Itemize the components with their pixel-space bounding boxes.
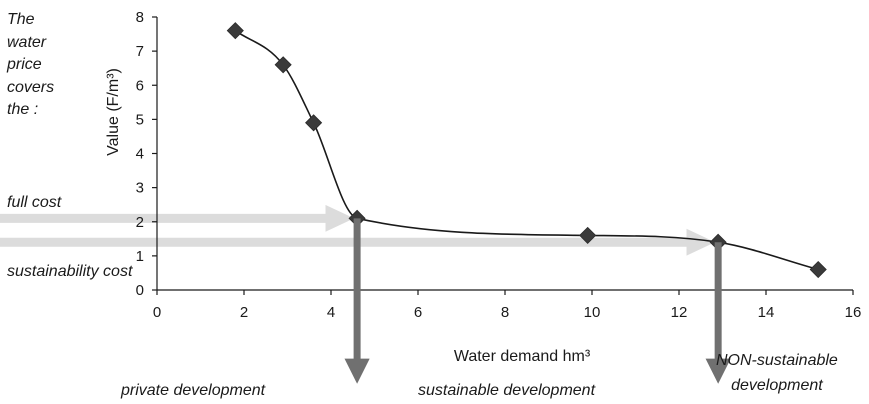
arrows-layer (0, 204, 716, 256)
x-tick-label-4: 8 (501, 304, 509, 321)
data-point-2 (305, 114, 323, 132)
data-point-0 (226, 22, 244, 40)
sustainability-cost-label: sustainability cost (7, 263, 133, 280)
y-tick-label-6: 6 (136, 77, 144, 94)
data-point-4 (579, 226, 597, 244)
x-tick-label-2: 4 (327, 304, 335, 321)
zone-sustainable-development: sustainable development (418, 382, 596, 399)
y-tick-label-2: 2 (136, 214, 144, 231)
intro-annotation: The water price covers the : (7, 11, 55, 118)
x-tick-label-3: 6 (414, 304, 422, 321)
vertical-arrows-layer (344, 218, 731, 384)
y-tick-label-7: 7 (136, 43, 144, 60)
y-tick-label-8: 8 (136, 9, 144, 26)
series-layer (234, 30, 819, 271)
zone-private-development: private development (121, 382, 266, 399)
data-point-1 (274, 56, 292, 74)
full-cost-label: full cost (7, 194, 62, 211)
y-tick-label-0: 0 (136, 282, 144, 299)
y-tick-label-1: 1 (136, 248, 144, 265)
x-tick-label-0: 0 (153, 304, 161, 321)
zone-non-sustainable-development: NON-sustainable development (716, 352, 838, 394)
x-tick-label-5: 10 (584, 304, 601, 321)
y-tick-label-3: 3 (136, 180, 144, 197)
x-tick-label-7: 14 (758, 304, 775, 321)
x-tick-label-1: 2 (240, 304, 248, 321)
y-tick-label-5: 5 (136, 111, 144, 128)
x-tick-label-8: 16 (845, 304, 862, 321)
y-axis-label: Value (F/m³) (105, 68, 122, 156)
y-tick-label-4: 4 (136, 146, 144, 163)
markers-layer (226, 22, 827, 279)
x-axis-label: Water demand hm³ (454, 348, 591, 365)
series-line-0 (234, 30, 819, 271)
x-tick-label-6: 12 (671, 304, 688, 321)
data-point-6 (809, 260, 827, 279)
